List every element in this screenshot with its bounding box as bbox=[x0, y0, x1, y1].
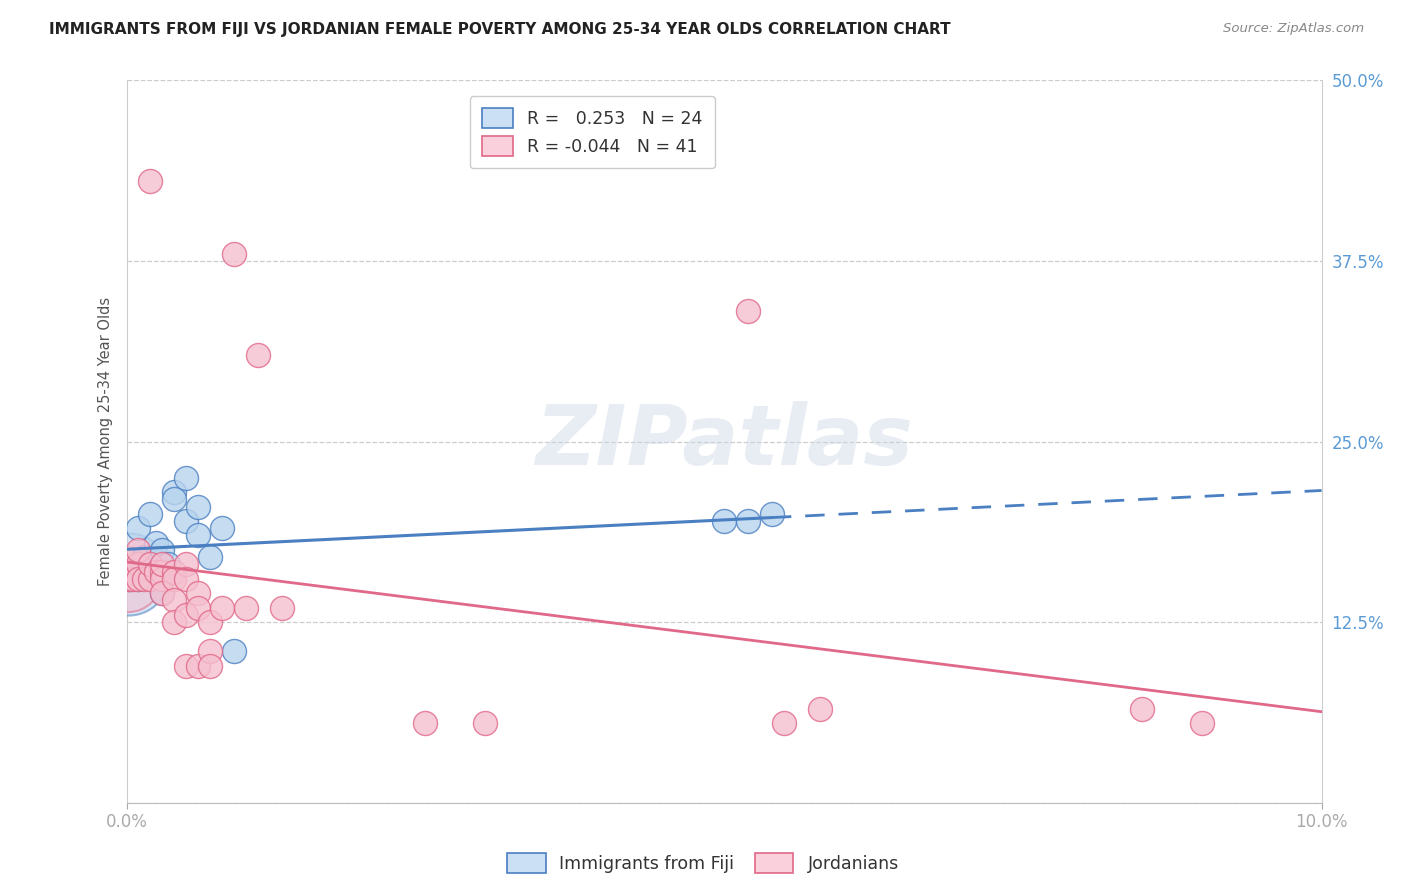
Text: ZIPatlas: ZIPatlas bbox=[536, 401, 912, 482]
Point bbox=[127, 558, 149, 572]
Point bbox=[200, 658, 222, 673]
Point bbox=[211, 521, 233, 535]
Point bbox=[152, 572, 174, 586]
Point bbox=[121, 572, 143, 586]
Point bbox=[163, 565, 186, 579]
Point bbox=[117, 572, 139, 586]
Y-axis label: Female Poverty Among 25-34 Year Olds: Female Poverty Among 25-34 Year Olds bbox=[97, 297, 112, 586]
Point bbox=[235, 600, 257, 615]
Point bbox=[163, 492, 186, 507]
Point bbox=[145, 565, 167, 579]
Point bbox=[247, 348, 270, 362]
Point bbox=[270, 600, 294, 615]
Point bbox=[737, 304, 759, 318]
Point bbox=[1130, 702, 1153, 716]
Point bbox=[187, 658, 209, 673]
Point bbox=[127, 572, 149, 586]
Point bbox=[139, 558, 162, 572]
Point bbox=[163, 485, 186, 500]
Point bbox=[200, 615, 222, 630]
Point bbox=[174, 607, 197, 622]
Point bbox=[163, 572, 186, 586]
Point bbox=[222, 644, 246, 658]
Point bbox=[174, 558, 197, 572]
Point bbox=[174, 658, 197, 673]
Point bbox=[157, 558, 180, 572]
Point bbox=[139, 572, 162, 586]
Point bbox=[808, 702, 831, 716]
Point bbox=[174, 514, 197, 528]
Point bbox=[187, 586, 209, 600]
Point bbox=[163, 593, 186, 607]
Point bbox=[145, 535, 167, 549]
Point bbox=[139, 558, 162, 572]
Point bbox=[222, 246, 246, 260]
Point bbox=[118, 572, 141, 586]
Point bbox=[152, 542, 174, 557]
Text: IMMIGRANTS FROM FIJI VS JORDANIAN FEMALE POVERTY AMONG 25-34 YEAR OLDS CORRELATI: IMMIGRANTS FROM FIJI VS JORDANIAN FEMALE… bbox=[49, 22, 950, 37]
Point bbox=[152, 558, 174, 572]
Point bbox=[174, 470, 197, 484]
Point bbox=[1191, 716, 1213, 731]
Point bbox=[134, 550, 156, 565]
Legend: Immigrants from Fiji, Jordanians: Immigrants from Fiji, Jordanians bbox=[508, 853, 898, 873]
Point bbox=[773, 716, 796, 731]
Point bbox=[737, 514, 759, 528]
Point bbox=[187, 600, 209, 615]
Point bbox=[127, 542, 149, 557]
Point bbox=[152, 586, 174, 600]
Point bbox=[118, 572, 141, 586]
Point bbox=[121, 565, 143, 579]
Point bbox=[152, 565, 174, 579]
Point bbox=[134, 572, 156, 586]
Point bbox=[152, 572, 174, 586]
Point bbox=[761, 507, 783, 521]
Point bbox=[200, 550, 222, 565]
Point bbox=[200, 644, 222, 658]
Point bbox=[139, 174, 162, 188]
Point bbox=[415, 716, 437, 731]
Point bbox=[474, 716, 496, 731]
Point bbox=[187, 528, 209, 542]
Point bbox=[713, 514, 735, 528]
Text: Source: ZipAtlas.com: Source: ZipAtlas.com bbox=[1223, 22, 1364, 36]
Point bbox=[117, 567, 139, 582]
Point bbox=[127, 521, 149, 535]
Point bbox=[127, 572, 149, 586]
Point bbox=[152, 586, 174, 600]
Point bbox=[120, 565, 142, 579]
Point bbox=[211, 600, 233, 615]
Point bbox=[174, 572, 197, 586]
Point bbox=[187, 500, 209, 514]
Point bbox=[139, 507, 162, 521]
Point bbox=[163, 615, 186, 630]
Legend: R =   0.253   N = 24, R = -0.044   N = 41: R = 0.253 N = 24, R = -0.044 N = 41 bbox=[470, 96, 714, 169]
